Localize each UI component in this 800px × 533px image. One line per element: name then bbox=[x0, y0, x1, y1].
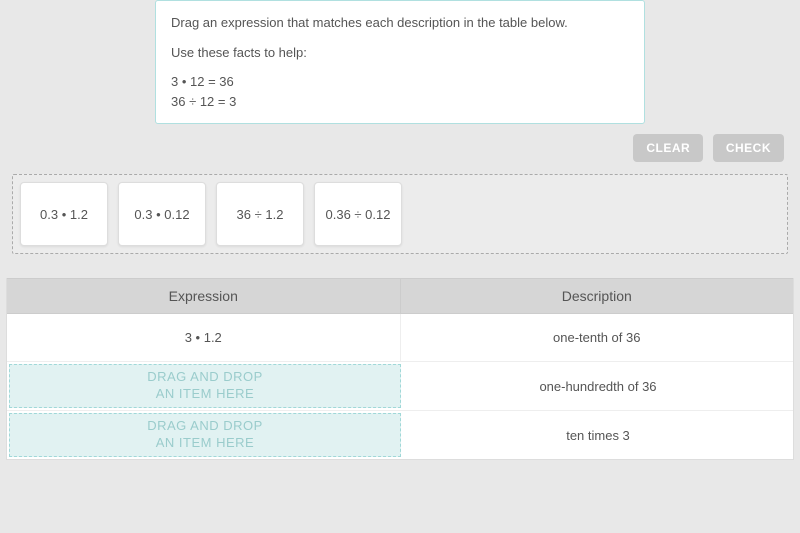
fact-1: 3 • 12 = 36 bbox=[171, 74, 234, 89]
drop-zone[interactable]: DRAG AND DROP AN ITEM HERE bbox=[9, 364, 401, 408]
instruction-box: Drag an expression that matches each des… bbox=[155, 0, 645, 124]
drag-tile[interactable]: 0.36 ÷ 0.12 bbox=[314, 182, 402, 246]
drop-placeholder-line2: AN ITEM HERE bbox=[156, 386, 254, 403]
top-area: Drag an expression that matches each des… bbox=[0, 0, 800, 270]
instruction-facts: 3 • 12 = 36 36 ÷ 12 = 3 bbox=[171, 72, 629, 111]
table-header: Expression Description bbox=[7, 278, 793, 314]
drop-zone[interactable]: DRAG AND DROP AN ITEM HERE bbox=[9, 413, 401, 457]
description-cell: ten times 3 bbox=[403, 411, 793, 459]
drag-tile[interactable]: 0.3 • 1.2 bbox=[20, 182, 108, 246]
drag-tile[interactable]: 36 ÷ 1.2 bbox=[216, 182, 304, 246]
drop-placeholder-line2: AN ITEM HERE bbox=[156, 435, 254, 452]
answer-table: Expression Description 3 • 1.2 one-tenth… bbox=[6, 278, 794, 460]
drag-tile[interactable]: 0.3 • 0.12 bbox=[118, 182, 206, 246]
table-row: DRAG AND DROP AN ITEM HERE ten times 3 bbox=[7, 411, 793, 459]
instruction-line-2: Use these facts to help: bbox=[171, 43, 629, 63]
button-row: CLEAR CHECK bbox=[6, 124, 794, 170]
clear-button[interactable]: CLEAR bbox=[633, 134, 703, 162]
description-cell: one-hundredth of 36 bbox=[403, 362, 793, 410]
drop-placeholder-line1: DRAG AND DROP bbox=[147, 369, 263, 386]
table-row: DRAG AND DROP AN ITEM HERE one-hundredth… bbox=[7, 362, 793, 411]
instruction-line-1: Drag an expression that matches each des… bbox=[171, 13, 629, 33]
check-button[interactable]: CHECK bbox=[713, 134, 784, 162]
drop-placeholder-line1: DRAG AND DROP bbox=[147, 418, 263, 435]
table-row: 3 • 1.2 one-tenth of 36 bbox=[7, 314, 793, 362]
expression-cell: 3 • 1.2 bbox=[7, 314, 401, 361]
fact-2: 36 ÷ 12 = 3 bbox=[171, 94, 236, 109]
description-cell: one-tenth of 36 bbox=[401, 314, 794, 361]
header-expression: Expression bbox=[7, 279, 401, 313]
drag-pool: 0.3 • 1.2 0.3 • 0.12 36 ÷ 1.2 0.36 ÷ 0.1… bbox=[12, 174, 788, 254]
header-description: Description bbox=[401, 279, 794, 313]
